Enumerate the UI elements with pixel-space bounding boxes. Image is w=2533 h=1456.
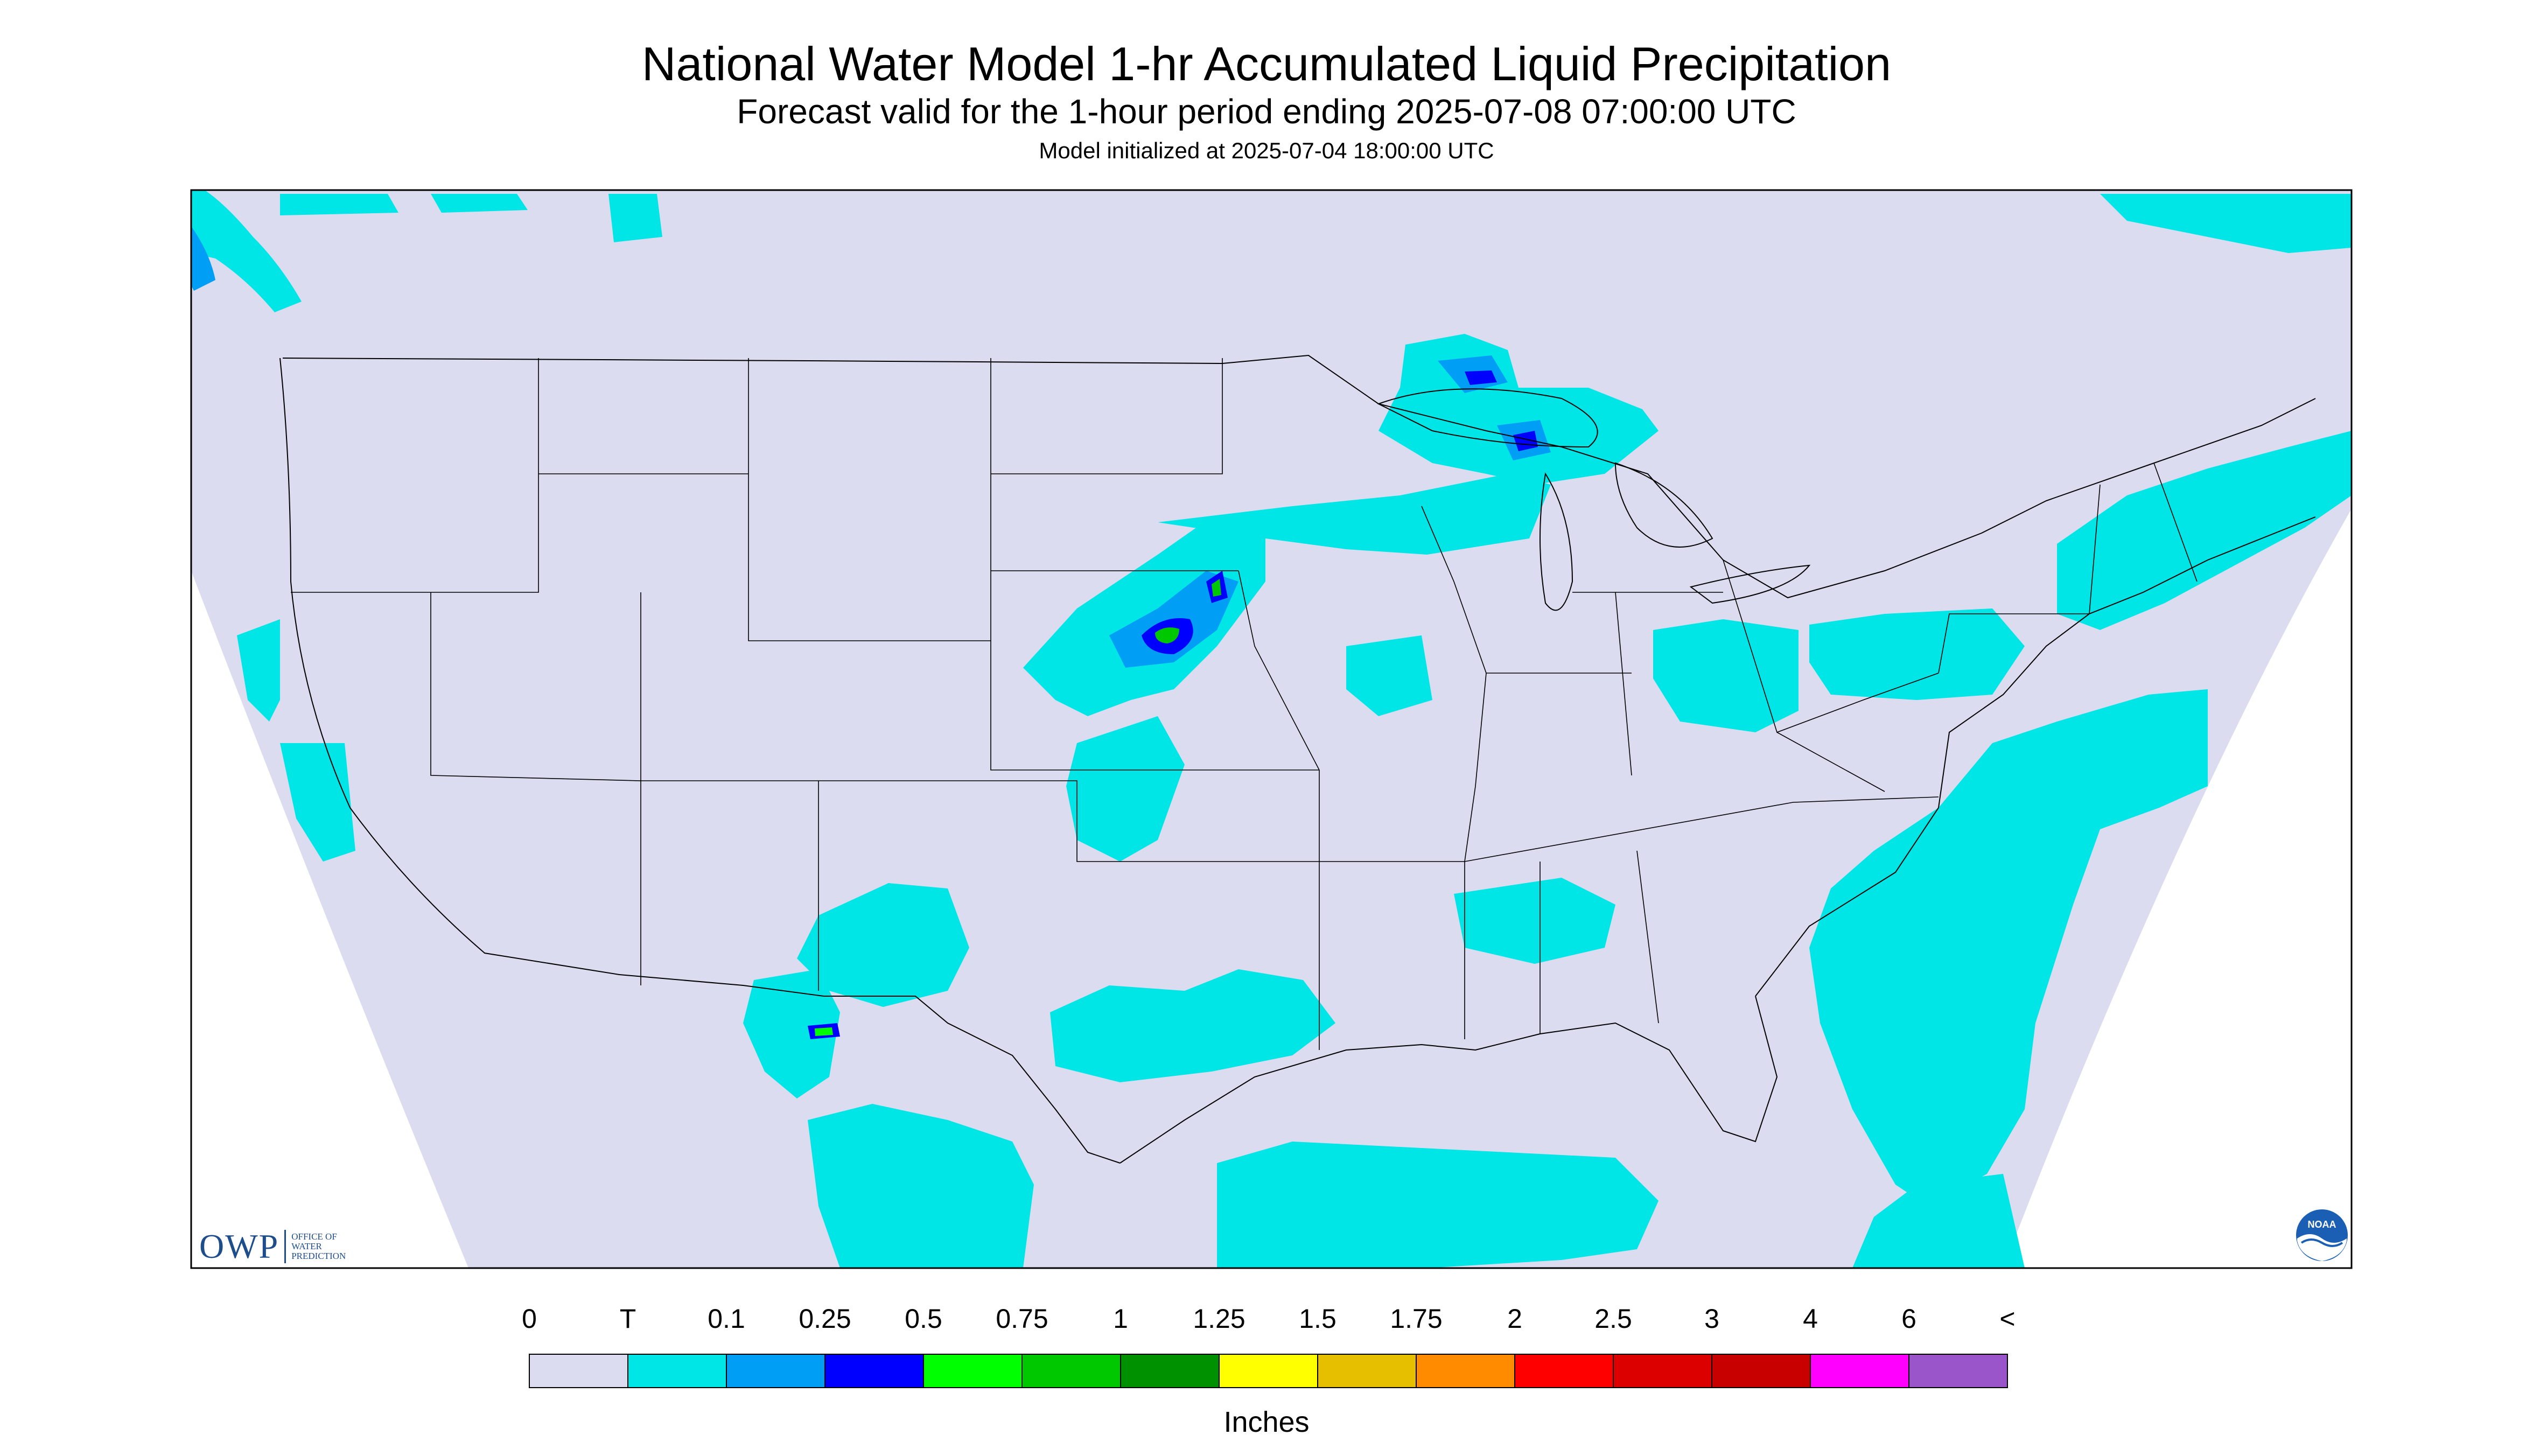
legend-label: 2.5 [1594,1304,1632,1334]
precip-area-plains [1066,716,1185,862]
legend-swatch [627,1354,727,1388]
west-coast [279,358,620,975]
us-canada-border [282,358,1223,364]
lake-michigan-outline [1540,472,1573,611]
legend-swatch [1613,1354,1712,1388]
precip-layer [191,190,2352,1268]
precip-area-arizona-green [815,1027,833,1036]
noaa-logo-text: NOAA [2308,1219,2336,1230]
boundary-lines [279,354,2316,1164]
legend-swatch [1711,1354,1811,1388]
legend-label: 2 [1507,1304,1522,1334]
precip-area-arizona [743,969,840,1098]
map-subtitle: Forecast valid for the 1-hour period end… [737,92,1796,131]
state-lines [291,358,2198,1050]
legend-swatch [923,1354,1023,1388]
legend-label: 0 [522,1304,537,1334]
precip-area-atlantic [1809,689,2208,1206]
legend-label: 0.5 [905,1304,942,1334]
owp-logo: OWP OFFICE OF WATER PREDICTION [199,1227,346,1266]
legend-label: 1 [1113,1304,1128,1334]
legend-swatch [1021,1354,1121,1388]
legend-label: 4 [1803,1304,1818,1334]
legend-label: 6 [1901,1304,1916,1334]
precip-area-ohio-valley [1653,619,1799,732]
precip-area-nebraska-green [1155,579,1221,643]
precip-area-nw-bits [280,194,662,242]
legend-swatch [1120,1354,1220,1388]
legend-label: 1.25 [1193,1304,1245,1334]
lake-superior-outline [1377,388,1598,448]
owp-logo-letters: OWP [199,1227,279,1265]
legend-swatch [1810,1354,1909,1388]
lake-huron-outline [1614,462,1713,548]
precip-area-texas [1050,969,1335,1082]
noaa-logo-icon: NOAA [2296,1209,2348,1261]
owp-logo-divider [284,1230,286,1263]
precip-area-mexico [808,1104,1034,1268]
precip-area-superior-core [1465,370,1538,451]
legend-label: T [619,1304,636,1334]
legend-label: 1.75 [1390,1304,1443,1334]
legend-swatch [824,1354,924,1388]
legend-label: 0.25 [799,1304,851,1334]
east-coast [1755,516,2316,997]
legend-label: 1.5 [1299,1304,1337,1334]
map-border [190,189,2353,1269]
owp-line-2: WATER [291,1241,322,1251]
owp-line-3: PREDICTION [291,1251,346,1261]
legend-swatch [726,1354,825,1388]
precip-area-new-mexico [797,883,969,1007]
owp-line-1: OFFICE OF [291,1231,337,1242]
precip-area-ne-north [2100,194,2352,253]
precip-area-southeast [1454,878,1615,964]
legend-label: 0.1 [708,1304,745,1334]
map-title: National Water Model 1-hr Accumulated Li… [641,37,1892,90]
legend-label: 3 [1704,1304,1719,1334]
legend-swatch [1908,1354,2008,1388]
legend-swatch [1317,1354,1417,1388]
model-init-time: Model initialized at 2025-07-04 18:00:00… [1039,138,1494,163]
precip-area-atlantic-south [1852,1174,2025,1268]
precip-area-minnesota [1158,474,1551,555]
model-domain [191,190,2352,1268]
precip-area-pennsylvania [1809,608,2025,700]
legend-swatch [529,1354,628,1388]
precip-area-missouri [1346,635,1432,716]
precip-area-gulf [1217,1142,1659,1268]
lake-erie-outline [1689,564,1811,604]
legend-colorbar [529,1354,2008,1388]
legend-units: Inches [1223,1406,1310,1438]
legend-label: 0.75 [996,1304,1048,1334]
precip-area-new-england [2057,431,2352,630]
precip-area-bc-coast [237,619,355,862]
legend-swatch [1514,1354,1614,1388]
legend-swatch [1219,1354,1318,1388]
precip-area-pnw-blue [191,226,215,291]
great-lakes-border [1222,354,2316,599]
precip-area-pacific-nw [191,190,302,312]
owp-logo-subtext: OFFICE OF WATER PREDICTION [291,1232,346,1261]
legend-label: < [1999,1304,2016,1334]
us-mexico-border [619,974,1121,1164]
legend-swatch [1416,1354,1515,1388]
